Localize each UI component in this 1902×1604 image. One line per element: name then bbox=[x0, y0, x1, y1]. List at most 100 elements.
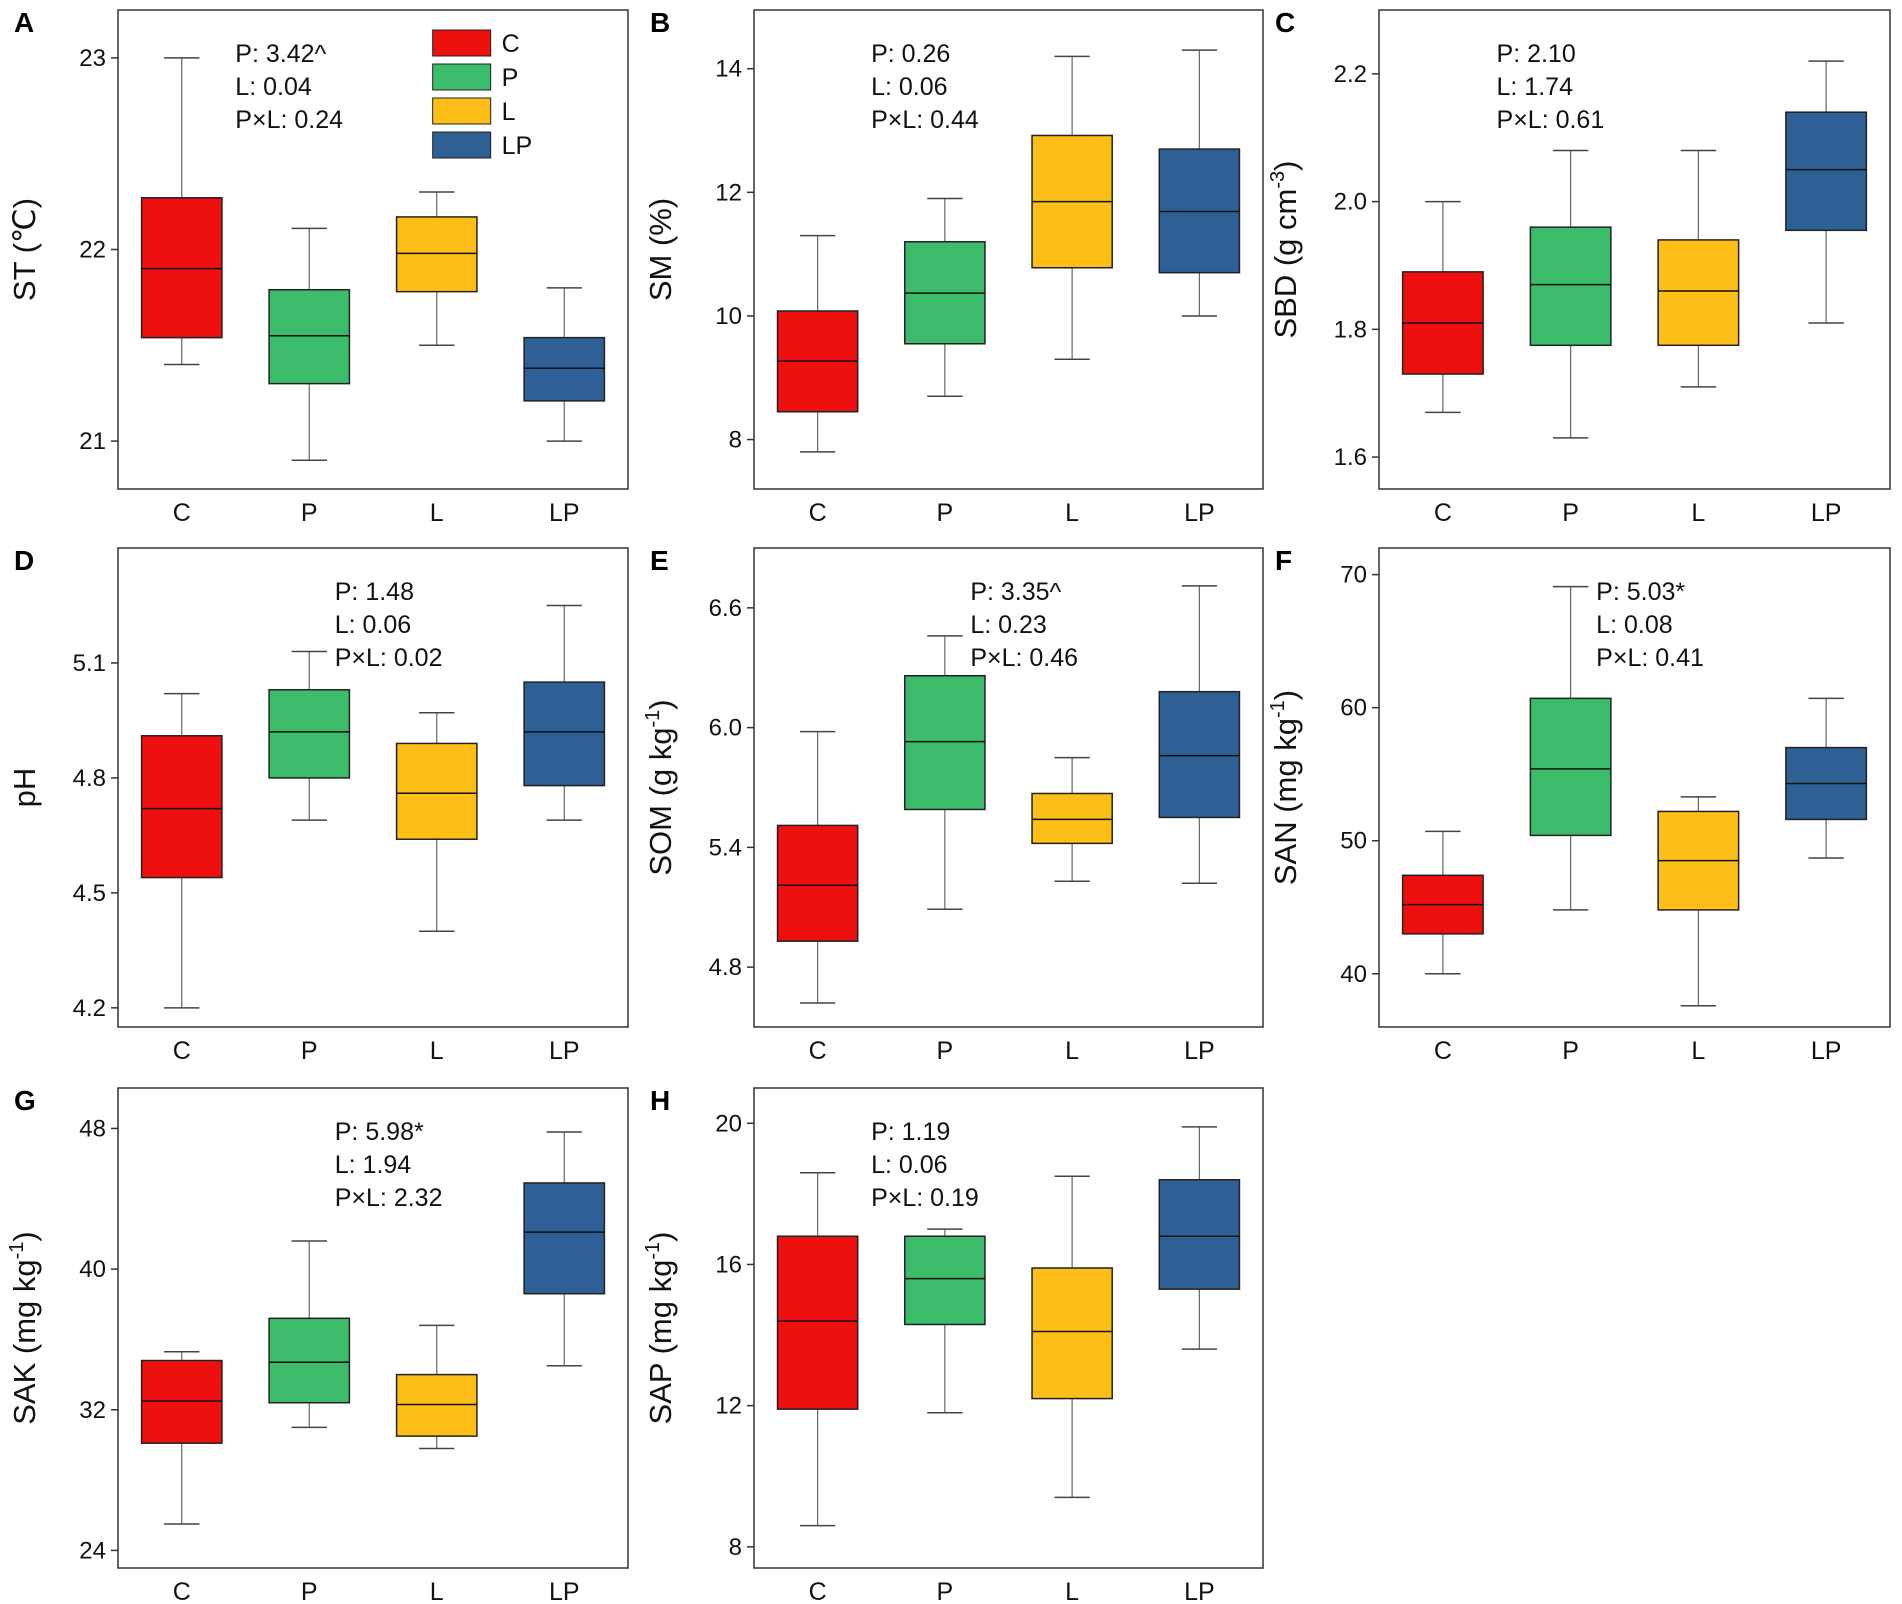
y-tick-label: 40 bbox=[1340, 961, 1367, 988]
stats-annotation-line: P×L: 0.02 bbox=[335, 644, 443, 672]
panel-c: C 1.6 1.8 2.0 2.2 SBD (g cm-3) C P L LP P: 2.10 L: … bbox=[1267, 7, 1891, 527]
x-tick-label: P bbox=[1562, 1037, 1579, 1065]
box-l bbox=[395, 191, 478, 347]
x-tick-label: P bbox=[301, 499, 318, 527]
y-tick-label: 5.4 bbox=[709, 834, 742, 861]
panel-letter: F bbox=[1275, 545, 1292, 576]
stats-annotation-line: P×L: 0.46 bbox=[970, 644, 1078, 672]
box-c bbox=[140, 692, 223, 1009]
stats-annotation-line: P: 0.26 bbox=[871, 40, 950, 68]
x-tick-label: LP bbox=[1184, 1037, 1215, 1065]
y-tick-label: 6.6 bbox=[709, 595, 742, 622]
box-lp bbox=[1785, 60, 1868, 324]
x-tick-label: L bbox=[430, 1578, 444, 1604]
stats-annotation-line: P: 3.42^ bbox=[235, 40, 326, 68]
iqr-box bbox=[523, 336, 606, 402]
stats-annotation-line: L: 1.94 bbox=[335, 1151, 412, 1179]
x-tick-label: LP bbox=[549, 499, 580, 527]
stats-annotation-line: P×L: 0.41 bbox=[1596, 644, 1704, 672]
stats-annotation-line: P: 2.10 bbox=[1497, 40, 1576, 68]
x-tick-label: P bbox=[937, 1578, 954, 1604]
stats-annotation-line: P: 5.98* bbox=[335, 1118, 424, 1146]
legend-swatch-lp bbox=[432, 131, 492, 159]
legend-label: C bbox=[502, 30, 520, 58]
iqr-box bbox=[1031, 1267, 1113, 1400]
y-tick-label: 70 bbox=[1340, 562, 1367, 589]
panel-h: H 8 12 16 20 SAP (mg kg-1) C P L LP P: 1.19 L: 0.06… bbox=[642, 1085, 1264, 1604]
box-l bbox=[1657, 796, 1740, 1007]
y-axis-label: SAN (mg kg-1) bbox=[1267, 690, 1303, 885]
box-p bbox=[268, 227, 351, 462]
x-tick-label: L bbox=[430, 499, 444, 527]
x-tick-label: C bbox=[173, 1578, 191, 1604]
box-p bbox=[1529, 149, 1612, 439]
box-lp bbox=[1785, 697, 1868, 859]
x-tick-label: C bbox=[173, 1037, 191, 1065]
stats-annotation-line: P: 1.48 bbox=[335, 578, 414, 606]
iqr-box bbox=[1158, 690, 1241, 819]
plot-frame bbox=[1378, 547, 1891, 1028]
stats-annotation-line: P×L: 0.61 bbox=[1497, 106, 1605, 134]
x-tick-label: C bbox=[809, 1578, 827, 1604]
y-axis-label: ST (℃) bbox=[7, 198, 42, 301]
legend-swatch-c bbox=[432, 29, 492, 57]
y-tick-label: 2.2 bbox=[1334, 61, 1367, 88]
y-tick-label: 21 bbox=[79, 428, 106, 455]
box-c bbox=[140, 1350, 223, 1525]
stats-annotation-line: P: 3.35^ bbox=[970, 578, 1061, 606]
y-axis-label: SM (%) bbox=[643, 198, 678, 301]
y-tick-label: 5.1 bbox=[73, 650, 106, 677]
iqr-box bbox=[1785, 111, 1868, 232]
stats-annotation-line: L: 0.08 bbox=[1596, 611, 1672, 639]
iqr-box bbox=[1158, 1179, 1241, 1290]
plot-frame bbox=[753, 9, 1264, 490]
x-tick-label: LP bbox=[1184, 499, 1215, 527]
y-axis-label: SBD (g cm-3) bbox=[1267, 161, 1303, 339]
y-tick-label: 32 bbox=[79, 1397, 106, 1424]
legend-label: P bbox=[502, 64, 519, 92]
iqr-box bbox=[1529, 697, 1612, 837]
plot-frame bbox=[117, 1087, 629, 1569]
x-tick-label: P bbox=[937, 1037, 954, 1065]
legend-swatch-p bbox=[432, 63, 492, 91]
box-c bbox=[776, 1171, 859, 1527]
panel-letter: A bbox=[14, 7, 34, 38]
x-tick-label: P bbox=[301, 1037, 318, 1065]
iqr-box bbox=[1529, 226, 1612, 347]
iqr-box bbox=[523, 681, 606, 787]
y-tick-label: 20 bbox=[715, 1110, 742, 1137]
box-l bbox=[1031, 1175, 1113, 1499]
x-tick-label: L bbox=[1065, 1578, 1079, 1604]
stats-annotation-line: L: 0.06 bbox=[335, 611, 411, 639]
box-p bbox=[904, 197, 986, 398]
y-tick-label: 8 bbox=[729, 1534, 742, 1561]
box-c bbox=[1401, 830, 1484, 975]
y-tick-label: 12 bbox=[715, 1393, 742, 1420]
panel-letter: E bbox=[650, 545, 669, 576]
x-tick-label: C bbox=[1434, 1037, 1452, 1065]
x-tick-label: C bbox=[809, 1037, 827, 1065]
iqr-box bbox=[140, 735, 223, 879]
stats-annotation-line: L: 0.06 bbox=[871, 73, 947, 101]
x-tick-label: L bbox=[1065, 1037, 1079, 1065]
box-l bbox=[1031, 756, 1113, 883]
plot-frame bbox=[753, 547, 1264, 1028]
y-tick-label: 4.8 bbox=[73, 765, 106, 792]
stats-annotation-line: P: 5.03* bbox=[1596, 578, 1685, 606]
box-p bbox=[268, 1240, 351, 1429]
iqr-box bbox=[140, 197, 223, 339]
x-tick-label: P bbox=[937, 499, 954, 527]
iqr-box bbox=[1031, 792, 1113, 845]
legend-label: L bbox=[502, 98, 516, 126]
x-tick-label: LP bbox=[1811, 499, 1842, 527]
box-p bbox=[904, 635, 986, 910]
iqr-box bbox=[904, 674, 986, 811]
panel-letter: B bbox=[650, 7, 670, 38]
panel-e: E 4.8 5.4 6.0 6.6 SOM (g kg-1) C P L LP P: 3.35^ L:… bbox=[642, 545, 1264, 1065]
box-l bbox=[1657, 149, 1740, 388]
box-lp bbox=[1158, 49, 1241, 317]
y-axis-label: SOM (g kg-1) bbox=[642, 699, 678, 875]
y-axis-label: SAK (mg kg-1) bbox=[6, 1231, 42, 1425]
panel-d: D 4.2 4.5 4.8 5.1 pH C P L LP P: 1.48 L: 0.06 P×L: 0… bbox=[7, 545, 629, 1065]
